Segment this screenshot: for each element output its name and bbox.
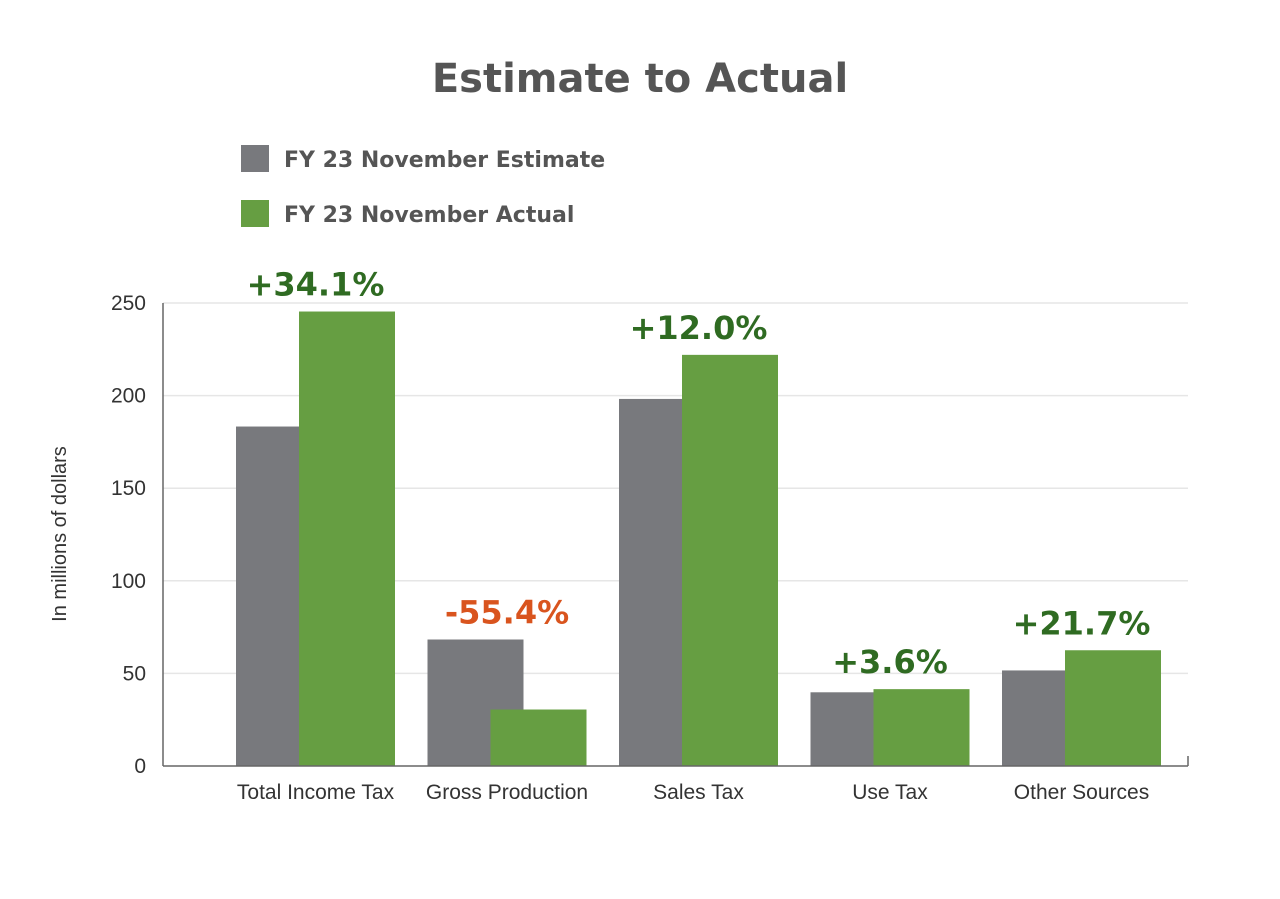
percent-change-label: +34.1% — [247, 266, 385, 304]
x-axis-categories: Total Income Tax Gross Production Sales Ta… — [237, 781, 1149, 804]
y-axis-label: In millions of dollars — [49, 446, 71, 622]
legend-label-actual: FY 23 November Actual — [284, 203, 574, 228]
percent-change-label: +12.0% — [630, 309, 768, 347]
category-label: Other Sources — [1014, 781, 1149, 804]
legend-label-estimate: FY 23 November Estimate — [284, 148, 605, 173]
category-label: Use Tax — [852, 781, 928, 804]
percent-change-label: -55.4% — [445, 594, 569, 632]
legend-swatch-estimate — [241, 145, 269, 172]
y-tick-label: 100 — [111, 570, 146, 593]
percent-labels: +34.1% -55.4% +12.0% +3.6% +21.7% — [247, 266, 1151, 682]
percent-change-label: +3.6% — [832, 643, 948, 681]
bar-actual — [299, 311, 395, 766]
y-tick-label: 0 — [134, 755, 146, 778]
bar-actual — [1065, 650, 1161, 766]
legend: FY 23 November Estimate FY 23 November A… — [241, 145, 605, 228]
legend-swatch-actual — [241, 200, 269, 227]
y-tick-label: 200 — [111, 385, 146, 408]
y-axis-ticks: 0 50 100 150 200 250 — [111, 292, 146, 778]
y-tick-label: 50 — [123, 662, 146, 685]
category-label: Gross Production — [426, 781, 588, 804]
y-tick-label: 150 — [111, 477, 146, 500]
bar-actual — [682, 354, 778, 766]
category-label: Sales Tax — [653, 781, 744, 804]
percent-change-label: +21.7% — [1013, 604, 1151, 642]
bars — [236, 311, 1161, 766]
category-label: Total Income Tax — [237, 781, 395, 804]
y-tick-label: 250 — [111, 292, 146, 315]
chart-title: Estimate to Actual — [432, 56, 848, 102]
bar-actual — [873, 689, 970, 766]
bar-actual — [490, 709, 587, 766]
